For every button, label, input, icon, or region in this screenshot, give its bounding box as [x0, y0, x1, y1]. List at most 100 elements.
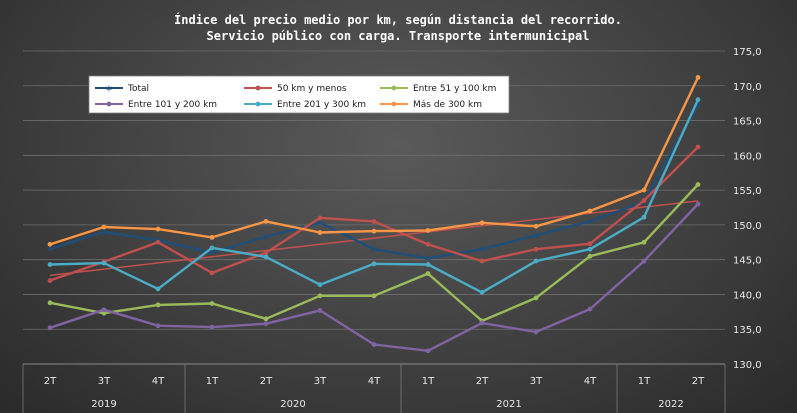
- data-point: [101, 310, 107, 316]
- series-line: [49, 146, 699, 282]
- y-tick-label: 175,0: [733, 47, 762, 58]
- x-tick-label: 1T: [638, 376, 651, 387]
- data-point: [533, 295, 539, 301]
- y-tick-label: 150,0: [733, 221, 762, 232]
- data-point: ✶: [423, 252, 432, 265]
- data-point: [317, 293, 323, 299]
- data-point: [587, 253, 593, 259]
- legend-label: 50 km y menos: [277, 84, 347, 94]
- data-point: [155, 226, 161, 232]
- data-point: [695, 97, 701, 103]
- y-tick-label: 165,0: [733, 117, 762, 128]
- series-line: [49, 203, 699, 352]
- data-point: [479, 320, 485, 326]
- legend-marker: [255, 85, 261, 91]
- x-tick-label: 4T: [584, 376, 597, 387]
- data-point: [101, 260, 107, 266]
- data-point: [479, 258, 485, 264]
- data-point: [371, 261, 377, 267]
- data-point: [209, 245, 215, 251]
- data-point: [425, 348, 431, 354]
- legend-label: Total: [127, 84, 149, 94]
- data-point: [695, 75, 701, 80]
- data-point: [317, 215, 323, 221]
- data-point: [263, 321, 269, 327]
- data-point: [371, 293, 377, 299]
- legend-marker: [391, 101, 397, 107]
- legend-marker: ✶: [105, 84, 113, 95]
- data-point: [263, 254, 269, 260]
- data-point: [425, 228, 431, 233]
- data-point: [587, 208, 593, 214]
- data-point: [47, 241, 53, 247]
- data-point: [155, 239, 161, 245]
- data-point: [533, 246, 539, 252]
- data-point: [479, 220, 485, 226]
- legend-box: [88, 75, 510, 114]
- data-point: ✶: [693, 99, 702, 112]
- data-point: [641, 187, 647, 193]
- data-point: [47, 325, 53, 331]
- data-point: [47, 300, 53, 306]
- data-point: [47, 278, 53, 283]
- x-tick-label: 1T: [422, 376, 435, 387]
- data-point: [533, 258, 539, 264]
- x-tick-label: 2T: [44, 376, 57, 387]
- data-point: ✶: [531, 229, 540, 242]
- data-point: [479, 289, 485, 295]
- data-point: [425, 241, 431, 247]
- series-entre-201-y-300-km: [47, 97, 701, 295]
- legend-label: Entre 51 y 100 km: [413, 84, 496, 94]
- x-tick-label: 1T: [206, 376, 219, 387]
- legend-marker: [106, 101, 112, 107]
- data-point: ✶: [369, 243, 378, 256]
- data-point: [101, 224, 107, 230]
- data-point: [155, 286, 161, 292]
- year-label: 2019: [91, 399, 116, 410]
- x-tick-label: 3T: [314, 376, 327, 387]
- data-point: [371, 228, 377, 234]
- data-point: [587, 246, 593, 252]
- year-label: 2020: [280, 399, 305, 410]
- data-point: [533, 329, 539, 335]
- data-point: [695, 201, 701, 207]
- data-point: [425, 271, 431, 276]
- series-entre-51-y-100-km: [47, 182, 701, 324]
- data-point: [641, 239, 647, 245]
- series-m-s-de-300-km: [47, 75, 701, 247]
- data-point: [101, 307, 107, 313]
- year-label: 2022: [658, 399, 683, 410]
- legend-marker: [391, 85, 397, 91]
- data-point: ✶: [207, 247, 216, 260]
- data-point: [209, 324, 215, 330]
- legend-marker: [255, 101, 261, 107]
- data-point: ✶: [45, 243, 54, 256]
- data-point: [695, 182, 701, 187]
- chart-title: Índice del precio medio por km, según di…: [174, 12, 622, 27]
- data-point: ✶: [477, 243, 486, 256]
- legend-label: Entre 101 y 200 km: [128, 100, 217, 110]
- series-layer: ✶✶✶✶✶✶✶✶✶✶✶✶✶: [45, 75, 703, 354]
- y-tick-label: 130,0: [733, 360, 762, 371]
- y-tick-label: 155,0: [733, 186, 762, 197]
- data-point: [317, 308, 323, 313]
- data-point: [47, 262, 53, 267]
- x-tick-label: 4T: [368, 376, 381, 387]
- data-point: [263, 316, 269, 322]
- x-tick-label: 3T: [98, 376, 111, 387]
- axes: 130,0 135,0 140,0 145,0 150,0 155,0 160,0 165,0…: [22, 47, 762, 413]
- data-point: [209, 301, 215, 306]
- data-point: [641, 258, 647, 264]
- data-point: [209, 235, 215, 240]
- data-point: [587, 241, 593, 247]
- data-point: [641, 198, 647, 203]
- data-point: [587, 306, 593, 312]
- x-tick-label: 2T: [692, 376, 705, 387]
- data-point: [263, 250, 269, 256]
- data-point: [695, 144, 701, 150]
- data-point: [155, 323, 161, 329]
- data-point: ✶: [261, 231, 270, 244]
- y-tick-label: 140,0: [733, 290, 762, 301]
- y-tick-label: 170,0: [733, 82, 762, 93]
- data-point: [425, 262, 431, 267]
